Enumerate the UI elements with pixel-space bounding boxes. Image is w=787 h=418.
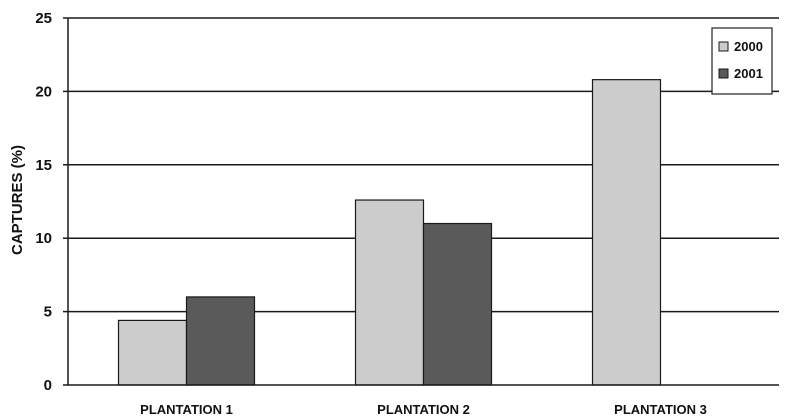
y-tick-label: 10 [35,230,52,247]
bar-2001-1 [185,296,256,386]
y-tick-label: 0 [44,377,52,394]
y-tick-label: 15 [35,157,52,174]
legend-label-2000: 2000 [734,39,763,54]
bars [117,79,662,386]
legend: 2000 2001 [711,27,773,95]
bar-2001-2 [422,222,493,386]
x-tick-label: PLANTATION 3 [614,402,707,417]
bar-2000-1 [117,319,188,386]
y-tick-labels: 0 5 10 15 20 25 [35,10,52,394]
y-axis-title: CAPTURES (%) [9,145,26,255]
y-tick-label: 20 [35,83,52,100]
bar-2000-3 [591,79,662,386]
x-tick-labels: PLANTATION 1 PLANTATION 2 PLANTATION 3 [140,402,707,417]
bar-2000-2 [354,199,425,386]
legend-swatch-2000 [718,41,729,52]
legend-swatch-2001 [718,68,729,79]
legend-box [711,27,773,95]
y-tick-label: 5 [44,304,52,321]
x-tick-label: PLANTATION 2 [377,402,470,417]
y-tick-label: 25 [35,10,52,27]
x-tick-label: PLANTATION 1 [140,402,233,417]
legend-label-2001: 2001 [734,66,763,81]
axes [63,17,779,386]
